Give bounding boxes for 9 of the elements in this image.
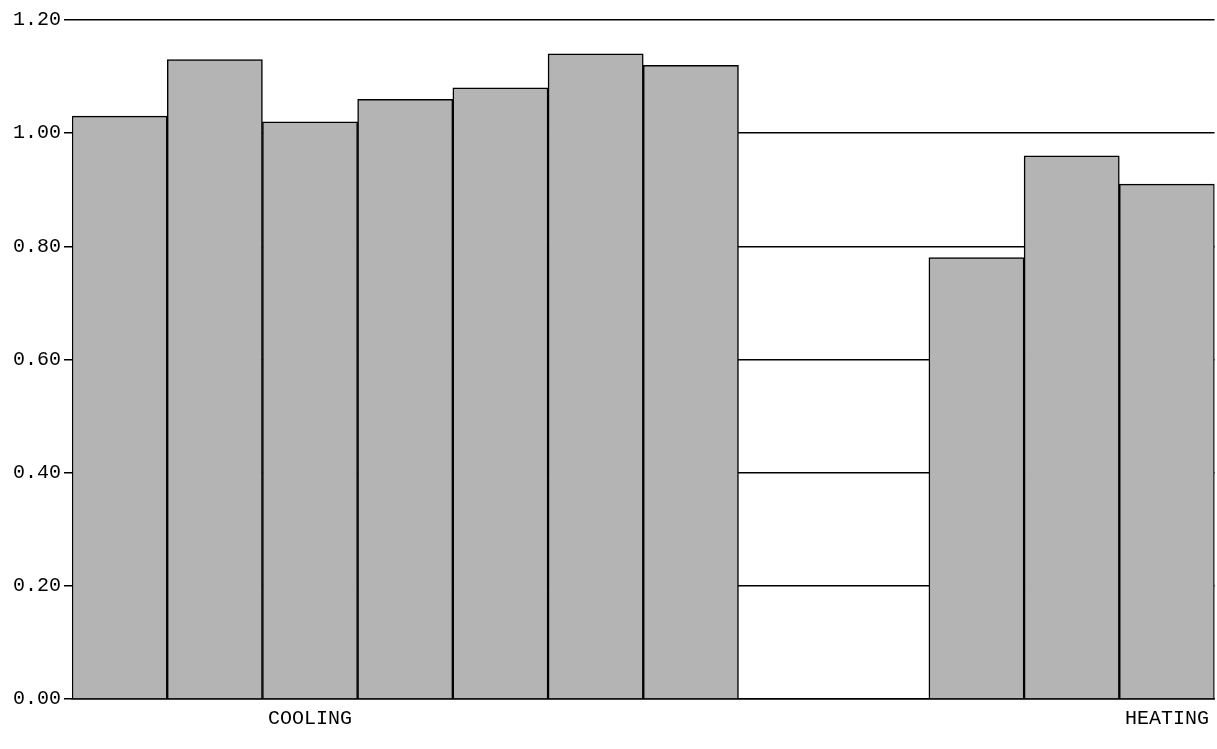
y-tick-label: 0.00 bbox=[12, 687, 62, 711]
x-tick-label: COOLING bbox=[268, 707, 353, 731]
y-tick-label: 0.20 bbox=[12, 574, 62, 598]
x-tick-label: HEATING bbox=[1124, 707, 1209, 731]
y-tick-label: 0.80 bbox=[12, 234, 62, 258]
y-tick-label: 1.20 bbox=[12, 8, 62, 32]
y-tick-label: 0.40 bbox=[12, 460, 62, 484]
y-tick-label: 0.60 bbox=[12, 347, 62, 371]
y-tick-label: 1.00 bbox=[12, 121, 62, 145]
